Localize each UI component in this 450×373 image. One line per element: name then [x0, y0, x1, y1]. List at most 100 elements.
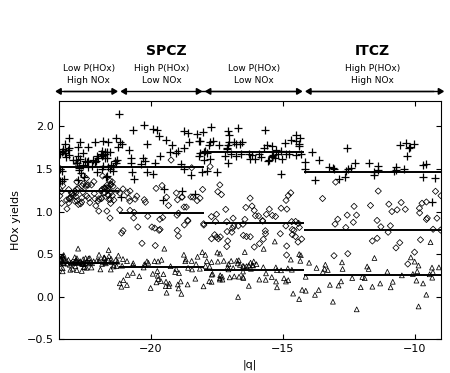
Point	[369, 284, 376, 290]
Point	[374, 167, 381, 173]
Point	[138, 161, 145, 167]
Point	[141, 197, 148, 203]
Point	[437, 227, 444, 233]
Point	[120, 277, 127, 283]
Point	[58, 178, 66, 184]
Point	[58, 255, 65, 261]
Point	[182, 258, 189, 264]
Point	[290, 228, 297, 233]
Point	[315, 157, 323, 163]
Point	[423, 292, 430, 298]
Text: Low P(HOx): Low P(HOx)	[228, 64, 280, 73]
Point	[184, 265, 192, 271]
Point	[161, 246, 168, 252]
Point	[60, 255, 67, 261]
Point	[105, 192, 112, 198]
Point	[411, 141, 418, 147]
Point	[160, 271, 167, 277]
Point	[212, 218, 219, 224]
Point	[60, 252, 68, 258]
Point	[277, 172, 284, 178]
Point	[151, 225, 158, 231]
Point	[57, 256, 64, 262]
Point	[187, 194, 194, 200]
Point	[129, 270, 136, 276]
Point	[188, 165, 195, 171]
Point	[142, 158, 149, 164]
Point	[209, 271, 216, 277]
Point	[426, 271, 433, 277]
Point	[281, 140, 288, 146]
Point	[113, 263, 120, 269]
Point	[374, 235, 381, 241]
Point	[332, 221, 339, 227]
Point	[222, 153, 229, 159]
Point	[109, 192, 116, 198]
Point	[77, 139, 84, 145]
Point	[174, 197, 181, 203]
Point	[344, 212, 351, 218]
Point	[420, 174, 427, 180]
Point	[268, 274, 275, 280]
Point	[91, 159, 99, 165]
Point	[226, 132, 233, 138]
Point	[403, 140, 410, 145]
Point	[342, 225, 349, 231]
Point	[249, 262, 256, 268]
Point	[232, 153, 239, 159]
Point	[385, 201, 392, 207]
Point	[104, 182, 111, 188]
Point	[95, 252, 103, 258]
Point	[59, 254, 67, 260]
Point	[230, 265, 237, 271]
Point	[272, 147, 279, 153]
Point	[233, 258, 240, 264]
Point	[116, 111, 123, 117]
Point	[65, 200, 72, 206]
Point	[233, 141, 240, 147]
Point	[99, 261, 106, 267]
Point	[74, 177, 81, 183]
Point	[80, 261, 87, 267]
Point	[98, 195, 105, 201]
Point	[101, 155, 108, 161]
Point	[201, 148, 208, 154]
Point	[416, 210, 423, 216]
Point	[278, 205, 285, 211]
Point	[200, 157, 207, 163]
Point	[396, 240, 403, 246]
Point	[165, 283, 172, 289]
Point	[107, 197, 114, 203]
Point	[326, 282, 333, 288]
Point	[78, 195, 86, 201]
Point	[90, 258, 97, 264]
Point	[282, 223, 289, 229]
Point	[236, 141, 243, 147]
Point	[71, 188, 78, 194]
Point	[196, 153, 203, 159]
Point	[230, 215, 237, 221]
Point	[99, 173, 106, 179]
Point	[112, 135, 119, 141]
Point	[285, 192, 292, 198]
Point	[77, 170, 84, 176]
Point	[102, 260, 109, 266]
Point	[306, 260, 313, 266]
Point	[418, 200, 426, 206]
Point	[68, 191, 75, 197]
Point	[93, 153, 100, 159]
Point	[325, 164, 333, 170]
Point	[237, 151, 244, 157]
Point	[357, 284, 364, 290]
Point	[225, 266, 232, 272]
Point	[84, 164, 91, 170]
Point	[94, 156, 102, 162]
Point	[296, 141, 303, 147]
Point	[296, 225, 303, 231]
Point	[311, 292, 319, 298]
Point	[70, 260, 77, 266]
Point	[65, 186, 72, 192]
Point	[213, 211, 220, 217]
Point	[113, 157, 120, 163]
Point	[270, 152, 277, 158]
